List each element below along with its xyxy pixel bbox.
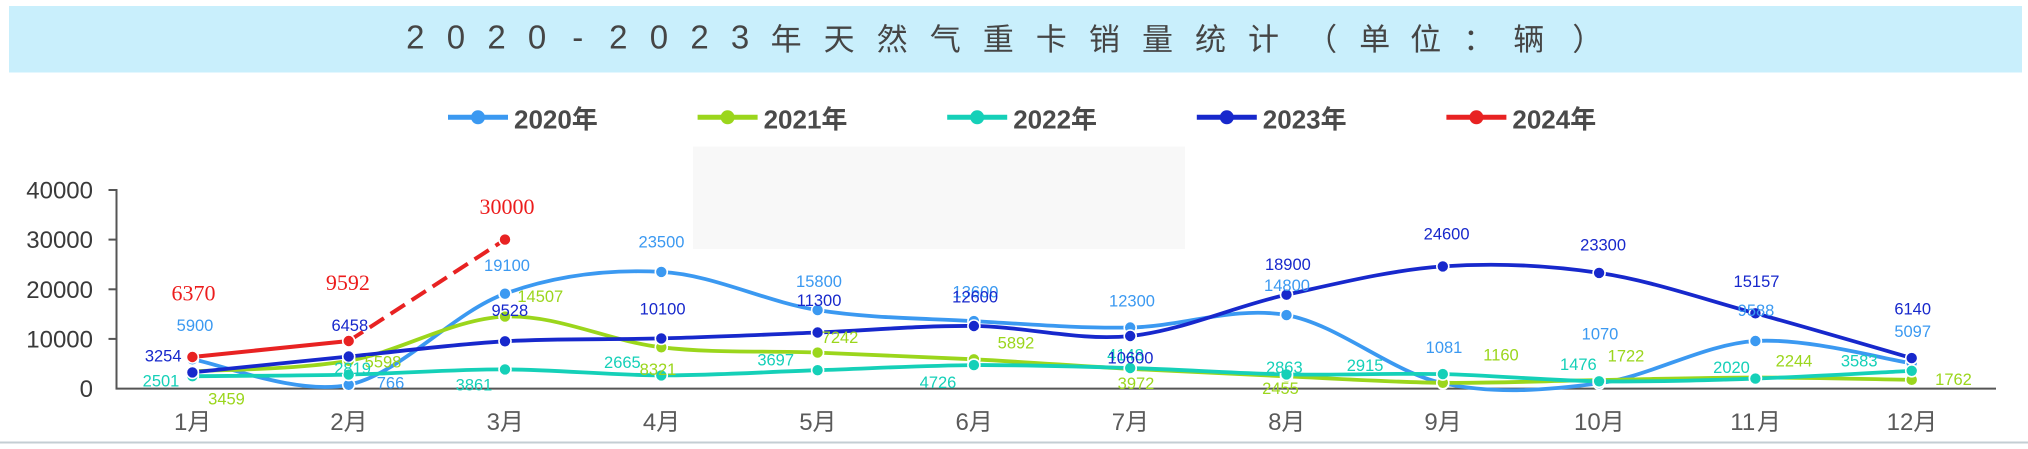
svg-text:6: 6 <box>956 409 969 436</box>
svg-text:14800: 14800 <box>1264 277 1310 295</box>
svg-text:23300: 23300 <box>1580 236 1626 254</box>
svg-text:-: - <box>572 18 583 55</box>
svg-text:9588: 9588 <box>1738 302 1775 320</box>
svg-text:2501: 2501 <box>143 373 180 391</box>
svg-text:2: 2 <box>487 18 505 55</box>
svg-text:0: 0 <box>650 18 668 55</box>
svg-text:3254: 3254 <box>145 348 182 366</box>
svg-text:30000: 30000 <box>26 227 93 254</box>
svg-text:8: 8 <box>1268 409 1281 436</box>
svg-text:3583: 3583 <box>1841 353 1878 371</box>
svg-text:5: 5 <box>799 409 812 436</box>
svg-text:6370: 6370 <box>172 281 216 306</box>
svg-text:2: 2 <box>406 18 424 55</box>
svg-text:2: 2 <box>330 409 343 436</box>
svg-text:12600: 12600 <box>952 289 998 307</box>
svg-text:2023: 2023 <box>1263 104 1321 134</box>
svg-text:7: 7 <box>1112 409 1125 436</box>
svg-text:3972: 3972 <box>1118 375 1155 393</box>
svg-text:4148: 4148 <box>1107 347 1144 365</box>
svg-text:766: 766 <box>377 375 405 393</box>
svg-text:2455: 2455 <box>1262 380 1299 398</box>
svg-text:2022: 2022 <box>1013 104 1071 134</box>
svg-text:2819: 2819 <box>334 360 371 378</box>
svg-text:13600: 13600 <box>953 284 999 302</box>
svg-text:30000: 30000 <box>480 194 535 219</box>
svg-text:1160: 1160 <box>1483 347 1518 365</box>
svg-text:7242: 7242 <box>822 329 859 347</box>
svg-text:2020: 2020 <box>1713 359 1750 377</box>
svg-text:5892: 5892 <box>998 335 1035 353</box>
svg-text:2: 2 <box>609 18 627 55</box>
svg-text:40000: 40000 <box>26 178 93 205</box>
svg-text:4: 4 <box>643 409 656 436</box>
svg-text:9: 9 <box>1424 409 1437 436</box>
svg-text:20000: 20000 <box>26 277 93 304</box>
svg-text:12300: 12300 <box>1109 293 1155 311</box>
svg-text:1081: 1081 <box>1426 339 1463 357</box>
svg-text:18900: 18900 <box>1265 256 1311 274</box>
svg-text:23500: 23500 <box>639 234 685 252</box>
svg-text:19100: 19100 <box>484 257 530 275</box>
svg-text:1070: 1070 <box>1582 326 1619 344</box>
svg-text:2665: 2665 <box>604 354 641 372</box>
svg-text:0: 0 <box>447 18 465 55</box>
svg-text:10000: 10000 <box>26 327 93 354</box>
svg-text:2021: 2021 <box>764 104 822 134</box>
svg-text:2915: 2915 <box>1347 357 1384 375</box>
svg-text:1476: 1476 <box>1560 356 1597 374</box>
svg-text:0: 0 <box>80 376 93 403</box>
svg-text:15157: 15157 <box>1734 273 1780 291</box>
svg-text:1762: 1762 <box>1935 371 1972 389</box>
svg-text:5097: 5097 <box>1894 323 1931 341</box>
svg-text:12: 12 <box>1887 409 1914 436</box>
svg-text:24600: 24600 <box>1424 225 1470 243</box>
svg-text:4726: 4726 <box>920 374 957 392</box>
svg-text:1: 1 <box>174 409 187 436</box>
svg-text:2244: 2244 <box>1776 353 1813 371</box>
svg-text:8321: 8321 <box>640 361 677 379</box>
svg-text:3861: 3861 <box>456 377 493 395</box>
svg-text:9592: 9592 <box>326 270 370 295</box>
svg-text:5900: 5900 <box>177 317 214 335</box>
svg-text:9528: 9528 <box>491 302 528 320</box>
svg-text:6458: 6458 <box>331 317 368 335</box>
svg-text:11: 11 <box>1730 409 1755 436</box>
svg-text:3: 3 <box>487 409 500 436</box>
svg-text:10: 10 <box>1574 409 1601 436</box>
svg-text:6140: 6140 <box>1894 301 1931 319</box>
svg-text:3459: 3459 <box>208 391 245 409</box>
svg-text:0: 0 <box>528 18 546 55</box>
svg-text:2020: 2020 <box>514 104 572 134</box>
svg-text:2024: 2024 <box>1512 104 1570 134</box>
svg-text:2863: 2863 <box>1266 359 1303 377</box>
svg-text:1722: 1722 <box>1608 348 1645 366</box>
svg-text:3: 3 <box>731 18 749 55</box>
svg-text:15800: 15800 <box>796 273 842 291</box>
svg-text:10600: 10600 <box>1108 350 1154 368</box>
svg-text:10100: 10100 <box>640 301 686 319</box>
svg-text:14507: 14507 <box>517 288 563 306</box>
svg-text:11300: 11300 <box>797 292 842 310</box>
svg-text:3697: 3697 <box>757 352 794 370</box>
svg-text:2: 2 <box>690 18 708 55</box>
svg-text:5598: 5598 <box>365 354 402 372</box>
